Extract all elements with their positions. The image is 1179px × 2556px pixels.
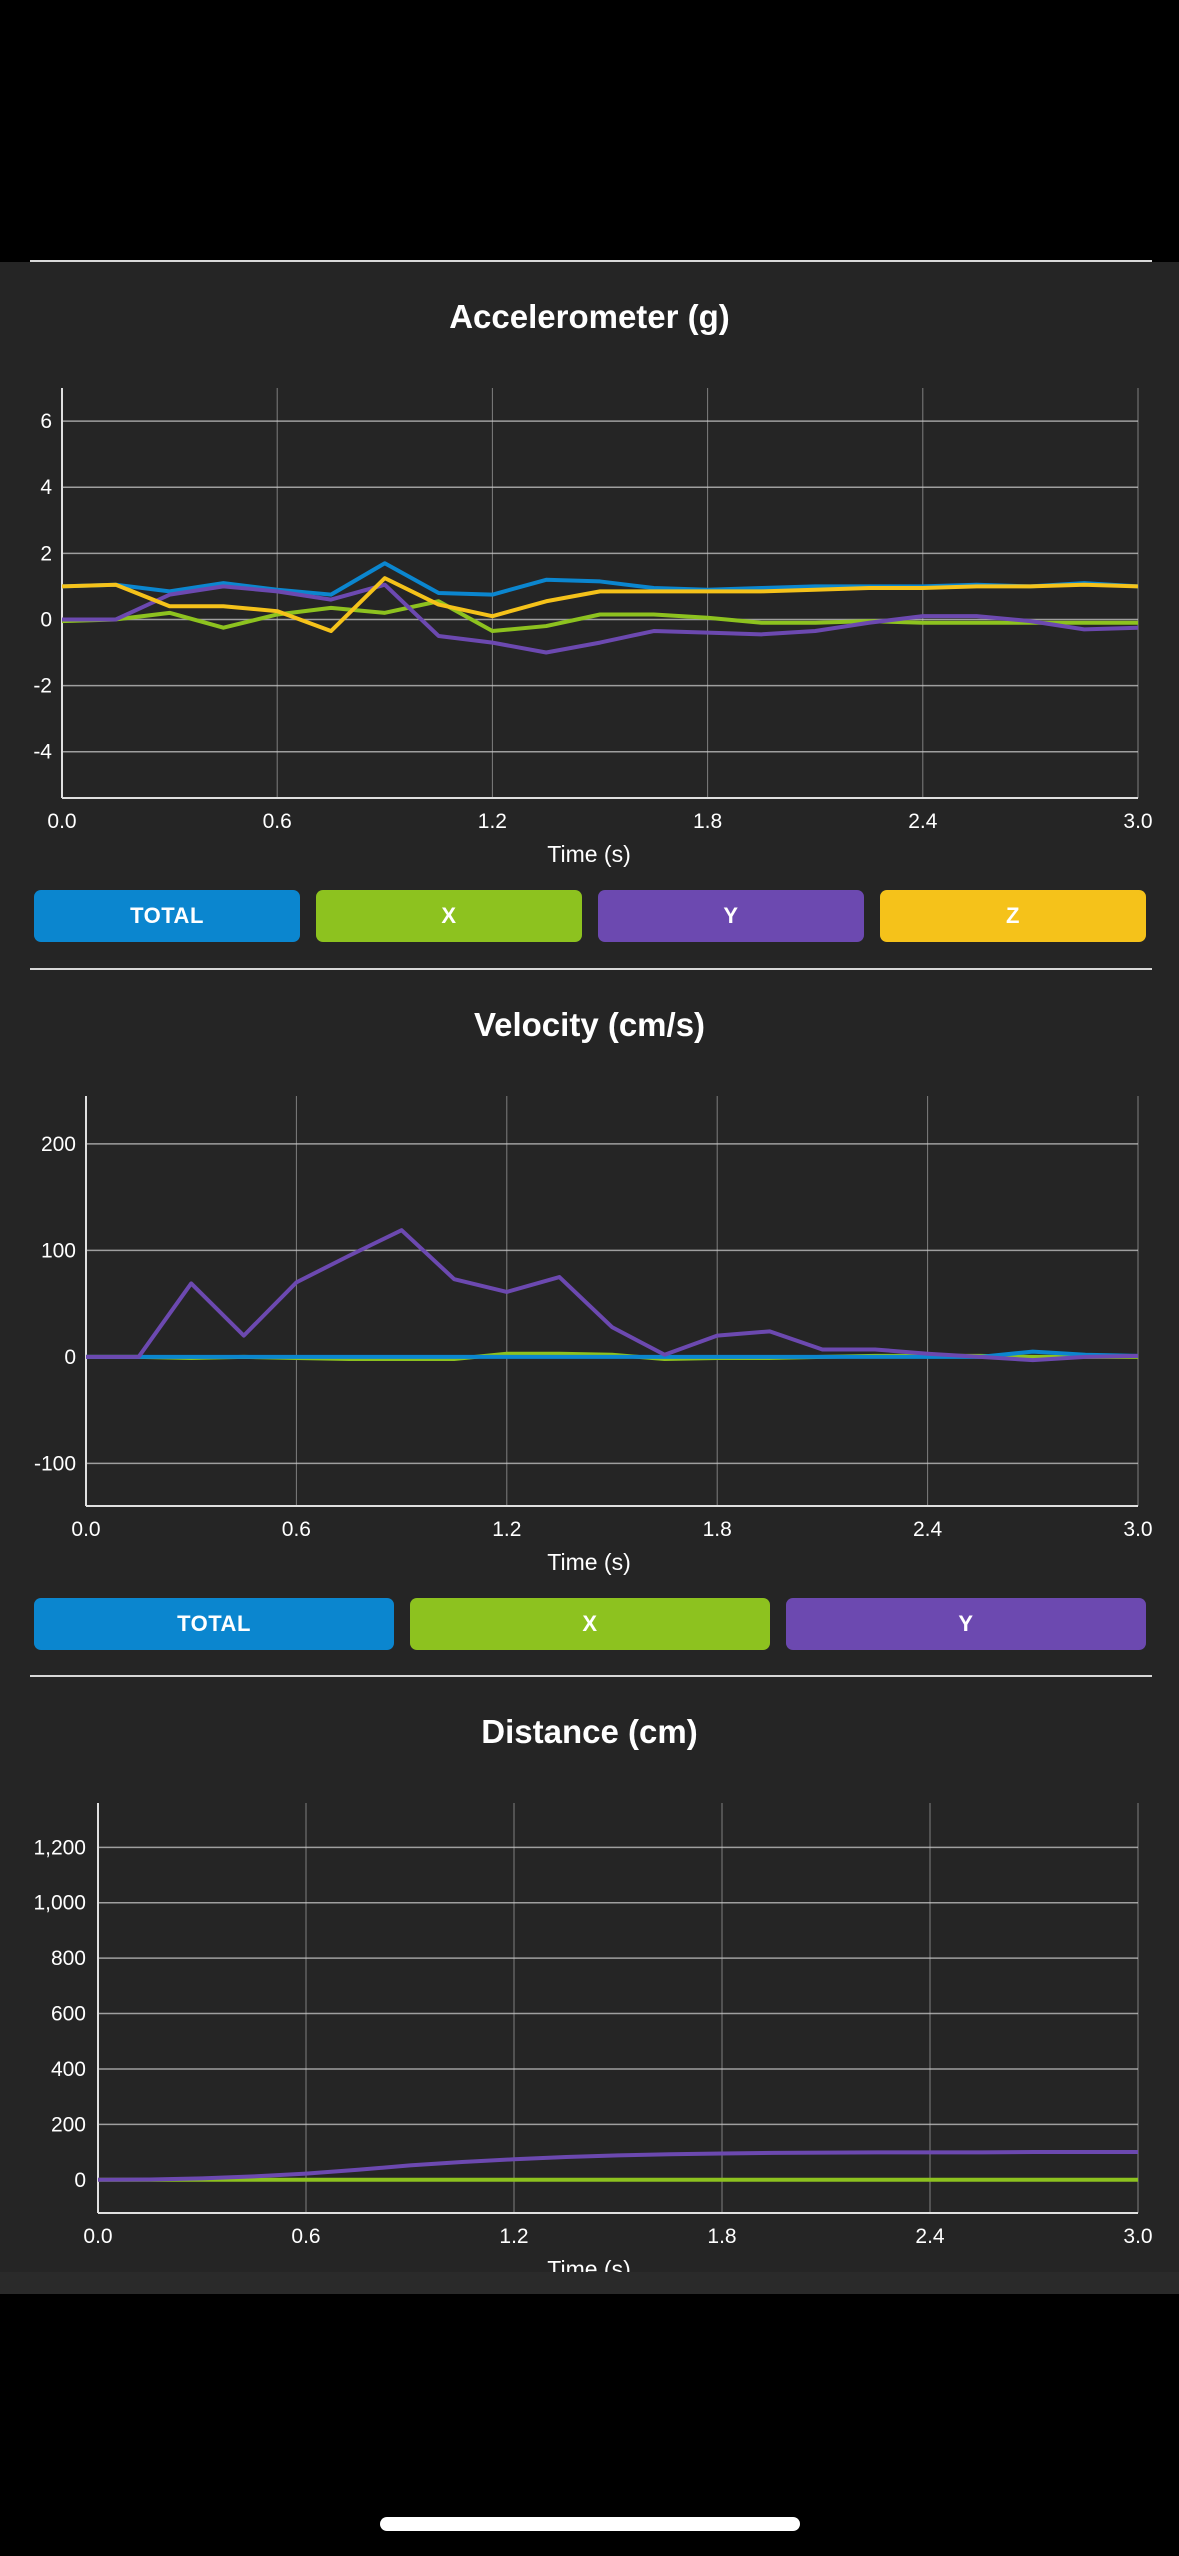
series-line-y [97,2150,1138,2182]
y-tick-label: 1,200 [33,1836,86,1859]
y-tick-label: -100 [34,1452,76,1475]
x-tick-label: 1.8 [703,1518,732,1541]
y-tick-label: 6 [40,410,52,433]
y-tick-label: 600 [51,2003,86,2026]
x-tick-label: 3.0 [1123,2225,1152,2248]
accelerometer-total-button[interactable]: TOTAL [34,890,300,942]
x-tick-label: 0.6 [291,2225,320,2248]
x-tick-label: 3.0 [1123,1518,1152,1541]
x-tick-label: 0.0 [83,2225,112,2248]
x-tick-label: 3.0 [1123,810,1152,833]
x-tick-label: 2.4 [908,810,938,833]
x-tick-label: 1.2 [478,810,507,833]
velocity-series-toggles: TOTAL X Y [34,1598,1146,1650]
x-tick-label: 0.0 [47,810,76,833]
y-tick-label: 2 [40,542,52,565]
y-tick-label: 200 [41,1133,76,1156]
x-tick-label: 0.0 [71,1518,100,1541]
series-line-y [86,1228,1139,1363]
accelerometer-z-button[interactable]: Z [880,890,1146,942]
y-tick-label: -4 [33,741,52,764]
series-line-y [62,582,1139,655]
y-tick-label: 1,000 [33,1892,86,1915]
accelerometer-title: Accelerometer (g) [449,298,730,335]
y-tick-label: 200 [51,2113,86,2136]
bottom-toolbar-peek [0,2272,1179,2294]
x-axis-label: Time (s) [547,1549,630,1575]
y-tick-label: 100 [41,1239,76,1262]
x-tick-label: 1.2 [499,2225,528,2248]
accelerometer-series-toggles: TOTAL X Y Z [34,890,1146,942]
charts-panel [0,262,1179,2272]
y-tick-label: 800 [51,1947,86,1970]
home-indicator[interactable] [380,2517,800,2531]
x-tick-label: 2.4 [913,1518,943,1541]
accelerometer-x-button[interactable]: X [316,890,582,942]
x-tick-label: 0.6 [263,810,292,833]
section-divider-velocity [30,968,1152,970]
y-tick-label: 0 [40,608,52,631]
y-tick-label: -2 [33,675,52,698]
x-tick-label: 1.2 [492,1518,521,1541]
y-tick-label: 0 [64,1346,76,1369]
x-tick-label: 1.8 [707,2225,736,2248]
accelerometer-y-button[interactable]: Y [598,890,864,942]
velocity-chart: 0.0 0.6 1.2 1.8 2.4 3.0 -100 0 100 200 Time (s) [34,1096,1153,1575]
series-line-z [61,576,1139,634]
series-line-x [61,599,1138,634]
distance-title: Distance (cm) [481,1713,698,1750]
velocity-total-button[interactable]: TOTAL [34,1598,394,1650]
velocity-y-button[interactable]: Y [786,1598,1146,1650]
x-tick-label: 2.4 [915,2225,945,2248]
velocity-title: Velocity (cm/s) [473,1006,706,1043]
y-tick-label: 400 [51,2058,86,2081]
accelerometer-chart: 0.0 0.6 1.2 1.8 2.4 3.0 -4 -2 0 2 4 6 Time (s) [33,388,1153,867]
y-tick-label: 4 [40,476,52,499]
section-divider-top [30,260,1152,262]
x-tick-label: 1.8 [693,810,722,833]
y-tick-label: 0 [74,2169,86,2192]
distance-chart: 0.0 0.6 1.2 1.8 2.4 3.0 0 200 400 600 800 1,000 1,20… [33,1803,1153,2282]
section-divider-distance [30,1675,1152,1677]
x-axis-label: Time (s) [547,841,630,867]
x-tick-label: 0.6 [282,1518,311,1541]
velocity-x-button[interactable]: X [410,1598,770,1650]
